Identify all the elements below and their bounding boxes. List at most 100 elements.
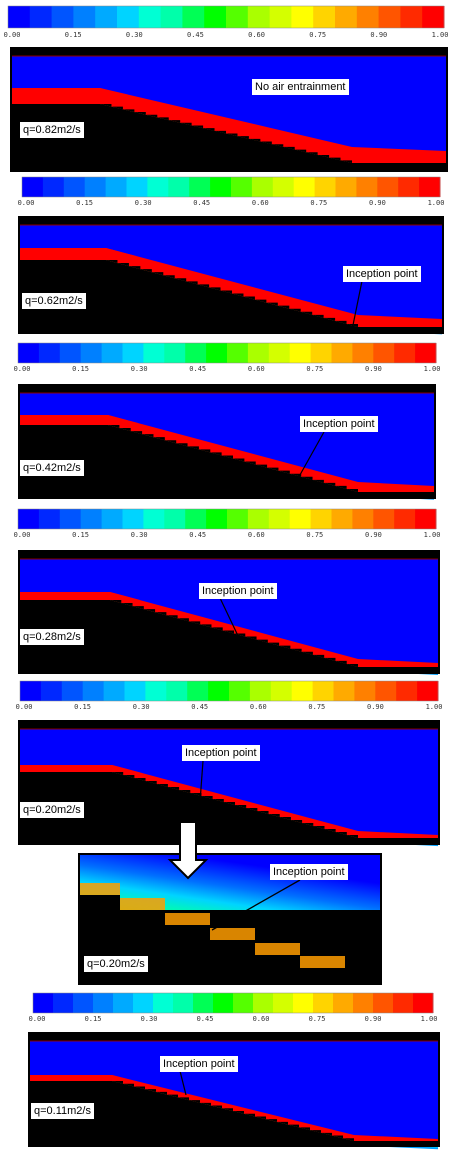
chute-step: [163, 275, 175, 279]
colorbar-cell: [289, 509, 312, 529]
water-band: [20, 592, 438, 667]
colorbar-cell: [20, 681, 42, 701]
colorbar-cell: [394, 343, 416, 363]
colorbar-tick-label: 0.45: [189, 531, 207, 539]
colorbar-cell: [331, 509, 353, 529]
flow-panel-1: [10, 47, 448, 172]
chute-step: [324, 829, 336, 832]
chute-step: [235, 805, 247, 808]
colorbar-tick-label: 0.75: [306, 365, 324, 373]
chute-step: [110, 600, 122, 604]
colorbar-cell: [84, 177, 107, 197]
colorbar-cell: [356, 177, 378, 197]
colorbar-tick-label: 0.00: [15, 703, 33, 711]
inception-pointer: [179, 1070, 187, 1096]
colorbar-cell: [415, 343, 437, 363]
annotation-no-air: No air entrainment: [252, 79, 349, 95]
colorbar-cell: [51, 6, 74, 28]
chute-step: [299, 1127, 310, 1131]
colorbar-tick-label: 0.00: [3, 31, 21, 39]
colorbar-cell: [73, 993, 94, 1013]
colorbar-cell: [415, 509, 437, 529]
colorbar-cell: [182, 6, 205, 28]
colorbar-cell: [164, 509, 186, 529]
chute-step: [346, 663, 358, 667]
chute-step: [290, 648, 302, 652]
chute-step: [200, 1102, 211, 1106]
chute-step: [237, 136, 249, 139]
colorbar-cell: [80, 343, 103, 363]
colorbar-cell: [310, 343, 332, 363]
chute-step: [111, 106, 123, 110]
discharge-label-4: q=0.28m2/s: [20, 629, 84, 645]
colorbar-cell: [249, 681, 272, 701]
flow-panel-6: [28, 1032, 440, 1150]
colorbar-tick-label: 0.00: [13, 365, 31, 373]
colorbar-6: [32, 992, 434, 1014]
chute-step: [167, 1094, 178, 1098]
colorbar-cell: [352, 509, 374, 529]
colorbar-tick-label: 0.75: [309, 31, 327, 39]
chute-step: [278, 470, 290, 474]
chute-step: [346, 323, 358, 327]
colorbar-tick-label: 0.30: [125, 31, 143, 39]
flow-panel-4: [18, 550, 440, 675]
colorbar-cell: [291, 6, 314, 28]
flow-panels: [10, 47, 448, 1150]
chute-step: [123, 1083, 134, 1087]
colorbar-cell: [53, 993, 74, 1013]
chute-step: [226, 133, 238, 137]
colorbar-cell: [206, 509, 228, 529]
colorbar-cell: [313, 993, 334, 1013]
colorbar-tick-label: 0.30: [130, 531, 148, 539]
colorbar-tick-label: 0.30: [132, 703, 150, 711]
chute-step: [167, 787, 180, 790]
colorbar-cell: [22, 177, 44, 197]
spillway-solid: [20, 772, 438, 845]
colorbar-cell: [143, 509, 165, 529]
colorbar-cell: [164, 343, 186, 363]
colorbar-cell: [206, 343, 228, 363]
colorbar-frame: [21, 176, 441, 198]
spillway-solid: [20, 600, 438, 674]
chute-step: [156, 1091, 167, 1095]
chute-step: [130, 431, 143, 435]
colorbar-tick-label: 0.90: [364, 1015, 382, 1023]
colorbar-cell: [105, 177, 127, 197]
chute-step: [164, 440, 177, 444]
chute-step: [301, 476, 313, 480]
colorbar-tick-label: 0.00: [13, 531, 31, 539]
colorbar-cell: [393, 993, 414, 1013]
colorbar-tick-label: 0.60: [248, 31, 265, 39]
colorbar-cell: [398, 177, 420, 197]
colorbar-tick-label: 0.60: [247, 531, 265, 539]
colorbar-cell: [373, 509, 395, 529]
chute-step: [140, 269, 152, 273]
chute-step: [324, 657, 336, 661]
zoom-step-water: [210, 928, 255, 940]
chute-step: [244, 461, 256, 465]
colorbar-cell: [331, 343, 353, 363]
zoom-step-water: [300, 956, 345, 968]
discharge-label-3: q=0.42m2/s: [20, 460, 84, 476]
chute-step: [335, 485, 347, 489]
chute-step: [266, 1119, 277, 1122]
colorbar-frame: [17, 342, 437, 364]
discharge-label-2: q=0.62m2/s: [22, 293, 86, 309]
colorbar-cell: [147, 177, 169, 197]
colorbar-cell: [122, 343, 144, 363]
chute-step: [106, 260, 118, 264]
colorbar-cell: [378, 6, 401, 28]
colorbars: [7, 5, 445, 1014]
colorbar-cell: [210, 177, 232, 197]
colorbar-tick-label: 1.00: [427, 199, 445, 207]
colorbar-tick-label: 0.15: [84, 1015, 102, 1023]
chute-step: [177, 618, 189, 622]
chute-step: [179, 790, 191, 793]
discharge-label-6: q=0.11m2/s: [31, 1103, 94, 1119]
colorbar-cell: [166, 681, 188, 701]
colorbar-cell: [417, 681, 439, 701]
discharge-label-zoom: q=0.20m2/s: [84, 956, 148, 972]
chute-step: [233, 458, 245, 462]
colorbar-cell: [247, 343, 270, 363]
